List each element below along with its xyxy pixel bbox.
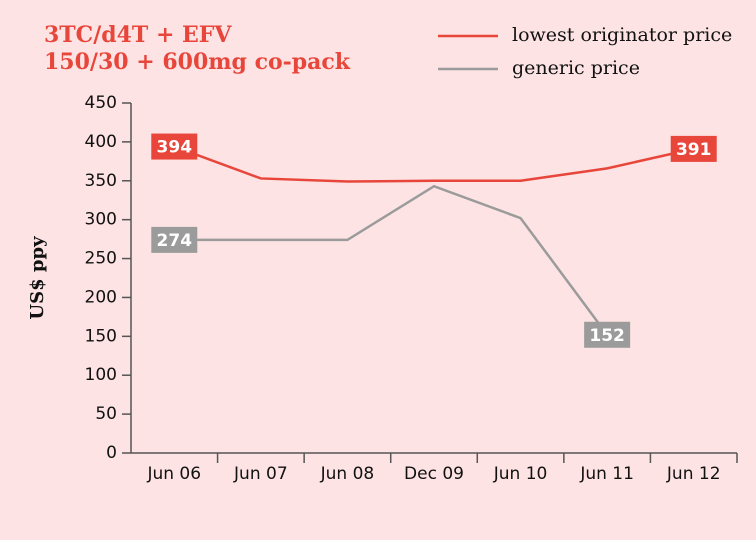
series-line [174, 184, 609, 336]
y-tick-label: 250 [85, 249, 117, 269]
value-label-box [151, 226, 198, 253]
value-label: 274 [157, 231, 193, 251]
y-tick-label: 200 [85, 287, 117, 307]
value-label-box [670, 135, 717, 162]
x-tick-label: Jun 11 [579, 464, 634, 484]
y-axis-label: US$ ppy [27, 236, 48, 320]
x-tick-label: Jun 10 [493, 464, 548, 484]
y-tick-label: 50 [95, 404, 117, 424]
y-tick-label: 0 [106, 443, 117, 463]
series-line [173, 145, 694, 183]
y-tick-label: 150 [85, 326, 117, 346]
y-tick-label: 350 [85, 171, 117, 191]
value-label: 152 [589, 326, 625, 346]
chart-title: 3TC/d4T + EFV [44, 22, 232, 48]
legend-label: generic price [512, 57, 640, 79]
y-tick-label: 400 [85, 132, 117, 152]
y-tick-label: 100 [85, 365, 117, 385]
y-tick-label: 300 [85, 210, 117, 230]
y-tick-label: 450 [85, 93, 117, 113]
x-tick-label: Jun 08 [320, 464, 375, 484]
value-label: 391 [676, 140, 712, 160]
x-tick-label: Jun 06 [146, 464, 201, 484]
x-tick-label: Jun 12 [666, 464, 721, 484]
chart-title: 150/30 + 600mg co-pack [44, 49, 351, 75]
value-label-box [151, 133, 198, 160]
x-tick-label: Jun 07 [233, 464, 288, 484]
x-tick-label: Dec 09 [404, 464, 464, 484]
legend-label: lowest originator price [512, 24, 732, 46]
value-label-box [584, 321, 631, 348]
value-label: 394 [157, 138, 193, 158]
